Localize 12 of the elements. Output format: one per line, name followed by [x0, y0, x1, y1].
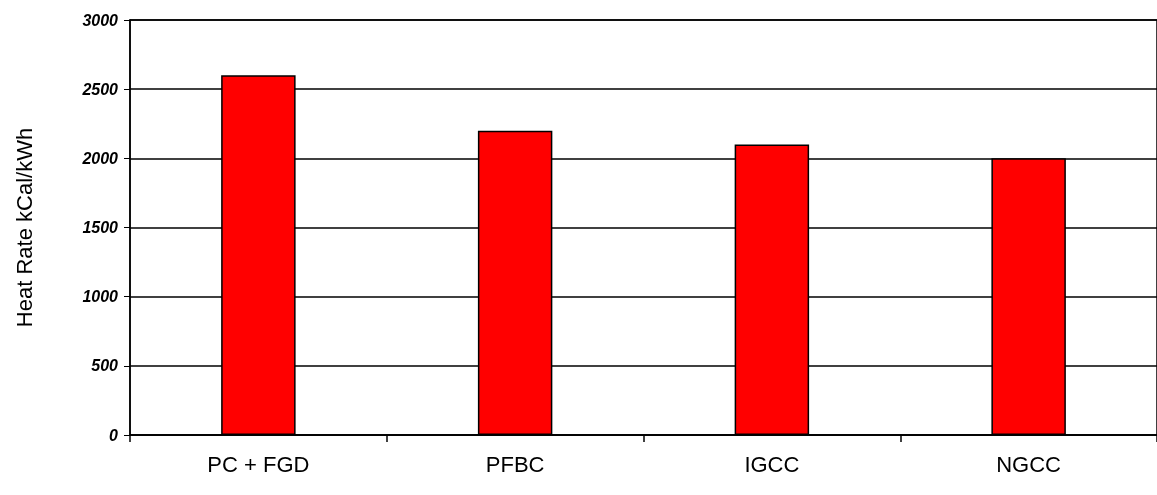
y-tick-label: 1500 — [82, 219, 119, 236]
y-tick-label: 2500 — [81, 80, 119, 98]
x-tick-label: NGCC — [996, 451, 1062, 477]
x-tick-label: IGCC — [744, 451, 800, 477]
y-tick-label: 3000 — [82, 11, 119, 29]
x-tick-label: PC + FGD — [207, 451, 310, 477]
y-tick-label: 2000 — [81, 149, 119, 167]
y-tick-label: 500 — [91, 357, 119, 375]
y-tick-label: 1000 — [82, 288, 119, 306]
y-axis-title: Heat Rate kCal/kWh — [11, 127, 37, 328]
y-tick-label: 0 — [109, 426, 119, 444]
x-tick-label: PFBC — [485, 451, 545, 477]
